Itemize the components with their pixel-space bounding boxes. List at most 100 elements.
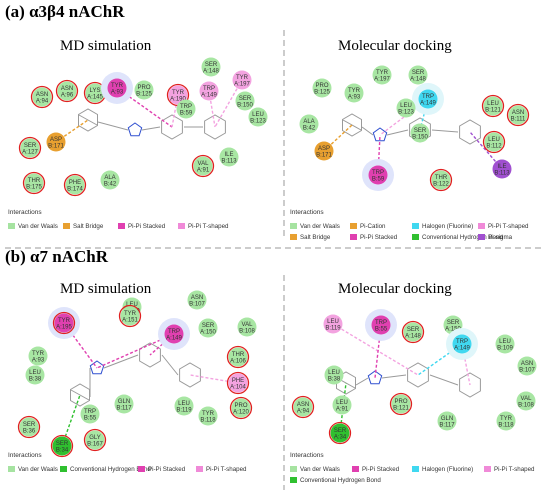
- legend-item: Conventional Hydrogen Bond: [60, 466, 151, 473]
- section-title-a: (a) α3β4 nAChR: [5, 2, 125, 21]
- residue-id: B:109: [497, 346, 513, 352]
- legend-label: Conventional Hydrogen Bond: [70, 466, 151, 473]
- residue-name: ILE: [497, 164, 506, 170]
- legend-item: Pi-Pi Stacked: [352, 466, 400, 473]
- residue-name: LEU: [126, 302, 138, 308]
- residue-disc: [28, 346, 48, 366]
- residue-disc: [403, 322, 423, 342]
- legend-item: Van der Waals: [8, 466, 58, 473]
- residue-id: A:149: [420, 101, 436, 107]
- residue-id: B:36: [23, 429, 36, 435]
- legend-1-0: Van der Waals Conventional Hydrogen BondP…: [8, 466, 247, 473]
- legends: Van der Waals Salt Bridge Pi-Pi Stacked Pi-…: [8, 223, 535, 484]
- legend-label: Halogen (Fluorine): [422, 223, 473, 230]
- legend-item: Salt Bridge: [290, 234, 331, 241]
- unfavorable-ring: [30, 85, 54, 109]
- interaction-line-1-1-2: [417, 343, 463, 376]
- residue-disc: [516, 391, 536, 411]
- residue-id: B:34: [56, 448, 69, 454]
- legend-label: Halogen (Fluorine): [422, 466, 473, 473]
- unfavorable-ring: [506, 103, 530, 127]
- interactions-label-b-md: Interactions: [8, 452, 42, 459]
- residue-name: VAL: [521, 396, 533, 402]
- legend-label: Pi-Pi Stacked: [148, 466, 186, 473]
- residue-id: A:148: [410, 77, 426, 83]
- residue-name: LYS: [90, 88, 101, 94]
- residue-disc: [85, 83, 105, 103]
- unfavorable-ring: [118, 304, 142, 328]
- residue-disc: [372, 65, 392, 85]
- residue-id: B:167: [87, 442, 103, 448]
- residue-disc: [114, 394, 134, 414]
- residue-name: SER: [23, 422, 36, 428]
- residue-name: PRO: [234, 403, 247, 409]
- residue-id: A:150: [200, 330, 216, 336]
- residue-name: VAL: [198, 161, 210, 167]
- residue-disc: [100, 170, 120, 190]
- residue-id: B:38: [29, 377, 42, 383]
- residue-disc: [410, 123, 430, 143]
- residue-disc: [232, 70, 252, 90]
- residue-name: ASN: [521, 361, 533, 367]
- legend-item: Pi-Cation: [350, 223, 386, 230]
- unfavorable-ring: [401, 320, 425, 344]
- residue-id: B:107: [519, 368, 535, 374]
- legend-item: Pi-sigma: [478, 234, 513, 241]
- residue-disc: [199, 81, 219, 101]
- interactions-label-a-dock: Interactions: [290, 209, 324, 216]
- residue-name: ASN: [191, 295, 203, 301]
- legend-label: Pi-Pi Stacked: [362, 466, 400, 473]
- residue-id: B:118: [200, 418, 216, 424]
- unfavorable-ring: [191, 154, 215, 178]
- residue-name: TYR: [124, 311, 137, 317]
- residue-disc: [32, 87, 52, 107]
- interactions-label-a-md: Interactions: [8, 209, 42, 216]
- residue-id: B:119: [325, 326, 341, 332]
- legend-item: Pi-Pi Stacked: [118, 223, 166, 230]
- legend-label: Van der Waals: [18, 223, 58, 230]
- ligand-1-0: [70, 342, 201, 407]
- residue-name: THR: [435, 175, 448, 181]
- residue-disc: [237, 317, 257, 337]
- residue-name: ALA: [303, 119, 314, 125]
- residue-name: GLN: [118, 399, 130, 405]
- residue-disc: [54, 313, 74, 333]
- residue-name: SER: [447, 320, 460, 326]
- residue-id: B:123: [250, 119, 266, 125]
- legend-swatch: [352, 466, 359, 472]
- legend-item: Van der Waals: [8, 223, 58, 230]
- residue-id: B:59: [372, 177, 385, 183]
- legend-swatch: [196, 466, 203, 472]
- residue-id: B:171: [48, 144, 64, 150]
- legend-swatch: [478, 223, 485, 229]
- residue-id: A:149: [166, 336, 182, 342]
- residue-id: B:38: [328, 377, 341, 383]
- residue-name: ASP: [50, 137, 62, 143]
- residue-id: A:190: [170, 97, 186, 103]
- legend-swatch: [138, 466, 145, 472]
- residue-id: B:112: [486, 144, 502, 150]
- residue-id: B:42: [303, 126, 316, 132]
